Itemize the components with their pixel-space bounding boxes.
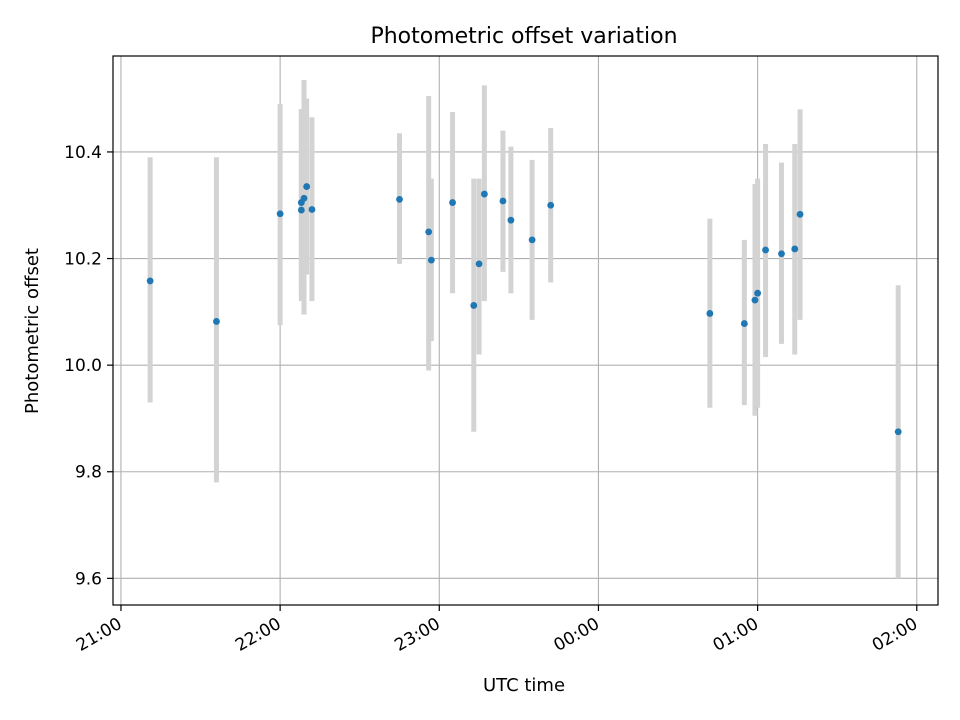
data-point — [499, 197, 507, 205]
data-point — [754, 289, 762, 297]
data-point — [740, 320, 748, 327]
data-point — [297, 206, 305, 214]
y-tick-label: 10.4 — [64, 143, 102, 163]
data-point — [396, 195, 403, 203]
data-point — [507, 216, 515, 224]
plot-frame — [112, 55, 939, 606]
chart-title: Photometric offset variation — [370, 24, 677, 49]
data-point — [751, 296, 759, 304]
y-tick-label: 10.0 — [64, 356, 102, 376]
data-point — [475, 260, 483, 268]
x-tick-label: 22:00 — [232, 614, 284, 656]
data-point — [213, 318, 220, 325]
x-tick-label: 21:00 — [73, 614, 125, 656]
data-point — [449, 199, 456, 206]
data-point — [308, 206, 316, 213]
x-tick-label: 01:00 — [710, 614, 762, 656]
data-point — [547, 201, 555, 209]
data-point — [762, 246, 769, 254]
data-point — [276, 210, 284, 218]
data-point — [470, 302, 478, 309]
data-point — [427, 256, 435, 264]
data-point — [528, 236, 536, 244]
data-point — [303, 183, 311, 190]
y-axis-label: Photometric offset — [22, 248, 43, 414]
data-point — [480, 190, 488, 198]
data-point — [796, 210, 804, 218]
y-tick-label: 9.8 — [75, 463, 102, 483]
data-point — [778, 250, 785, 258]
x-tick-label: 00:00 — [551, 614, 603, 656]
grid — [113, 56, 938, 605]
data-points — [146, 183, 902, 436]
y-tick-label: 9.6 — [75, 569, 102, 589]
data-point — [300, 194, 308, 202]
data-point — [146, 277, 154, 285]
y-tick-label: 10.2 — [64, 250, 102, 270]
data-point — [894, 428, 902, 436]
x-tick-label: 23:00 — [391, 614, 443, 656]
error-bars — [147, 79, 901, 579]
x-axis-label: UTC time — [483, 675, 565, 696]
x-tick-label: 02:00 — [869, 614, 921, 656]
data-point — [791, 245, 799, 253]
data-point — [425, 228, 433, 236]
data-point — [706, 310, 714, 317]
